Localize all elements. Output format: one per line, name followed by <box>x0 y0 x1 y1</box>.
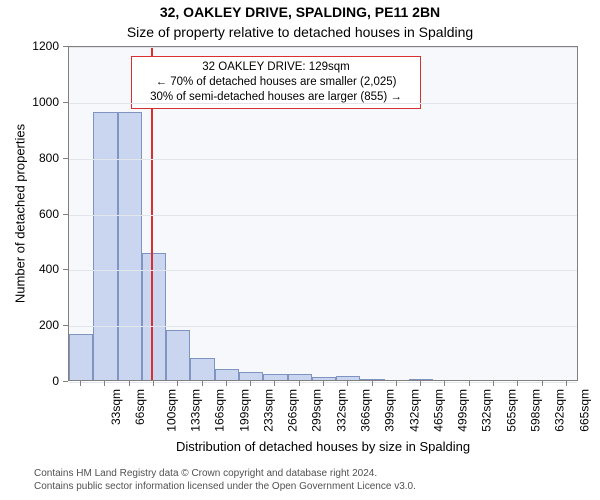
chart-title-line1: 32, OAKLEY DRIVE, SPALDING, PE11 2BN <box>0 4 600 20</box>
x-tick <box>566 381 567 386</box>
bar <box>93 112 117 380</box>
x-tick <box>202 381 203 386</box>
x-tick <box>444 381 445 386</box>
bar <box>263 374 287 380</box>
x-tick <box>542 381 543 386</box>
y-tick-label: 200 <box>0 318 59 332</box>
x-tick <box>177 381 178 386</box>
bar <box>336 376 360 380</box>
x-tick <box>153 381 154 386</box>
x-tick <box>517 381 518 386</box>
footer-attribution: Contains HM Land Registry data © Crown c… <box>34 467 416 493</box>
x-tick-label: 665sqm <box>577 389 591 432</box>
y-tick <box>63 381 68 382</box>
x-tick-label: 598sqm <box>529 389 543 432</box>
bar <box>215 369 239 380</box>
footer-line2: Contains public sector information licen… <box>34 480 416 493</box>
y-tick-label: 400 <box>0 262 59 276</box>
x-tick-label: 66sqm <box>133 389 147 425</box>
y-tick <box>63 158 68 159</box>
x-tick <box>347 381 348 386</box>
x-tick <box>250 381 251 386</box>
y-tick-label: 600 <box>0 207 59 221</box>
bar <box>239 372 263 380</box>
x-tick-label: 199sqm <box>237 389 251 432</box>
y-gridline <box>69 215 577 216</box>
x-tick-label: 299sqm <box>310 389 324 432</box>
x-tick-label: 432sqm <box>407 389 421 432</box>
x-tick <box>469 381 470 386</box>
x-tick <box>226 381 227 386</box>
annotation-line: 32 OAKLEY DRIVE: 129sqm <box>138 60 414 75</box>
x-tick-label: 266sqm <box>286 389 300 432</box>
y-gridline <box>69 47 577 48</box>
y-tick-label: 1000 <box>0 95 59 109</box>
y-tick <box>63 102 68 103</box>
x-tick-label: 465sqm <box>432 389 446 432</box>
plot-area: 32 OAKLEY DRIVE: 129sqm← 70% of detached… <box>68 46 578 381</box>
x-tick-label: 399sqm <box>383 389 397 432</box>
x-tick-label: 33sqm <box>109 389 123 425</box>
x-tick-label: 532sqm <box>480 389 494 432</box>
bar <box>288 374 312 380</box>
x-tick <box>299 381 300 386</box>
y-tick <box>63 269 68 270</box>
bar <box>360 379 384 380</box>
bar <box>190 358 214 380</box>
x-tick <box>129 381 130 386</box>
bar <box>69 334 93 380</box>
bar <box>142 253 166 380</box>
y-tick <box>63 46 68 47</box>
footer-line1: Contains HM Land Registry data © Crown c… <box>34 467 416 480</box>
x-tick <box>323 381 324 386</box>
bar <box>312 377 336 380</box>
x-tick-label: 366sqm <box>359 389 373 432</box>
x-axis-label: Distribution of detached houses by size … <box>68 439 578 454</box>
y-tick-label: 800 <box>0 151 59 165</box>
x-tick <box>420 381 421 386</box>
annotation-line: ← 70% of detached houses are smaller (2,… <box>138 75 414 90</box>
x-tick-label: 233sqm <box>262 389 276 432</box>
x-tick-label: 632sqm <box>553 389 567 432</box>
y-gridline <box>69 103 577 104</box>
x-tick-label: 133sqm <box>189 389 203 432</box>
x-tick <box>372 381 373 386</box>
x-tick <box>274 381 275 386</box>
y-tick <box>63 325 68 326</box>
chart-container: 32, OAKLEY DRIVE, SPALDING, PE11 2BN Siz… <box>0 0 600 500</box>
annotation-box: 32 OAKLEY DRIVE: 129sqm← 70% of detached… <box>131 56 421 109</box>
y-tick-label: 0 <box>0 374 59 388</box>
x-tick-label: 100sqm <box>164 389 178 432</box>
x-tick-label: 166sqm <box>213 389 227 432</box>
bar <box>166 330 190 380</box>
bar <box>118 112 142 380</box>
chart-title-line2: Size of property relative to detached ho… <box>0 24 600 40</box>
x-tick <box>80 381 81 386</box>
y-tick <box>63 214 68 215</box>
x-tick <box>104 381 105 386</box>
y-gridline <box>69 326 577 327</box>
bar <box>409 379 433 380</box>
x-tick-label: 332sqm <box>334 389 348 432</box>
y-gridline <box>69 270 577 271</box>
y-tick-label: 1200 <box>0 39 59 53</box>
y-gridline <box>69 159 577 160</box>
x-tick <box>493 381 494 386</box>
x-tick-label: 499sqm <box>456 389 470 432</box>
x-tick-label: 565sqm <box>504 389 518 432</box>
x-tick <box>396 381 397 386</box>
